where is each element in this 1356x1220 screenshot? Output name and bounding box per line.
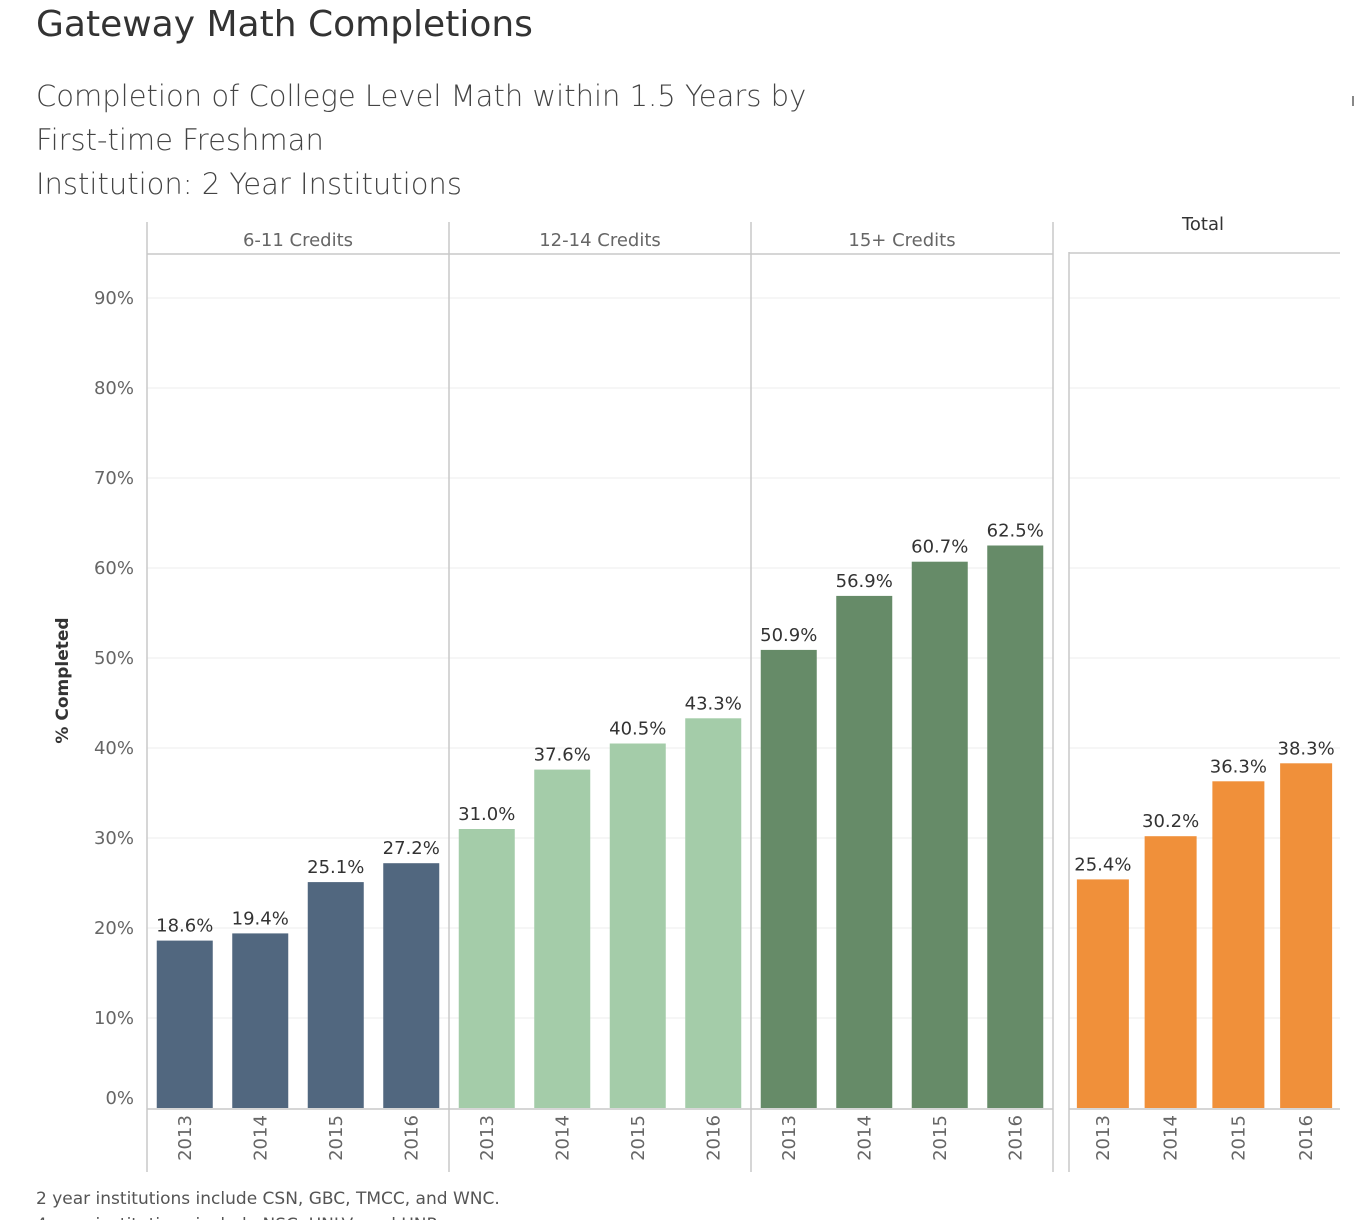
subtitle-line-2: First-time Freshman bbox=[36, 123, 324, 157]
footnote: 2 year institutions include CSN, GBC, TM… bbox=[36, 1186, 500, 1220]
footnote-line-2: 4 year institutions include NSC, UNLV, a… bbox=[36, 1212, 500, 1220]
page-title: Gateway Math Completions bbox=[36, 4, 533, 45]
bar-value-label: 40.5% bbox=[609, 719, 666, 740]
y-tick-label: 50% bbox=[94, 648, 134, 669]
x-tick-label: 2013 bbox=[1093, 1115, 1114, 1161]
bar-value-label: 30.2% bbox=[1142, 811, 1199, 832]
bar bbox=[458, 829, 515, 1108]
chart-subtitle: Completion of College Level Math within … bbox=[36, 74, 806, 206]
y-axis-title: % Completed bbox=[53, 617, 73, 743]
bar bbox=[383, 863, 440, 1108]
bar-value-label: 31.0% bbox=[458, 804, 515, 825]
panel-header-label: 12-14 Credits bbox=[539, 230, 661, 251]
x-tick-label: 2016 bbox=[1005, 1115, 1026, 1161]
footnote-line-1: 2 year institutions include CSN, GBC, TM… bbox=[36, 1189, 500, 1209]
bar bbox=[1144, 836, 1197, 1108]
y-tick-label: 20% bbox=[94, 918, 134, 939]
bar bbox=[760, 649, 817, 1108]
bar bbox=[1280, 763, 1333, 1108]
x-tick-label: 2014 bbox=[552, 1115, 573, 1161]
bar bbox=[534, 769, 591, 1108]
x-tick-label: 2013 bbox=[175, 1115, 196, 1161]
y-tick-label: 90% bbox=[94, 288, 134, 309]
bar-value-label: 38.3% bbox=[1278, 738, 1335, 759]
bar bbox=[156, 940, 213, 1108]
y-tick-label: 70% bbox=[94, 468, 134, 489]
bar bbox=[987, 545, 1044, 1108]
panel-header-label: 6-11 Credits bbox=[243, 230, 353, 251]
bar-value-label: 60.7% bbox=[911, 537, 968, 558]
subtitle-line-1: Completion of College Level Math within … bbox=[36, 79, 807, 113]
x-tick-label: 2015 bbox=[628, 1115, 649, 1161]
y-tick-label: 10% bbox=[94, 1008, 134, 1029]
x-tick-label: 2013 bbox=[477, 1115, 498, 1161]
bar bbox=[911, 561, 968, 1108]
x-tick-label: 2014 bbox=[854, 1115, 875, 1161]
bar-value-label: 50.9% bbox=[760, 625, 817, 646]
bar-value-label: 37.6% bbox=[534, 745, 591, 766]
bar-value-label: 25.1% bbox=[307, 857, 364, 878]
y-tick-label: 80% bbox=[94, 378, 134, 399]
x-tick-label: 2016 bbox=[1296, 1115, 1317, 1161]
bar-value-label: 25.4% bbox=[1074, 854, 1131, 875]
x-tick-label: 2014 bbox=[250, 1115, 271, 1161]
panel-header-label: Total bbox=[1181, 214, 1224, 235]
bar bbox=[685, 718, 742, 1108]
y-tick-label: 30% bbox=[94, 828, 134, 849]
x-tick-label: 2014 bbox=[1161, 1115, 1182, 1161]
bar bbox=[307, 882, 364, 1108]
bar-value-label: 62.5% bbox=[987, 521, 1044, 542]
x-tick-label: 2016 bbox=[703, 1115, 724, 1161]
x-tick-label: 2016 bbox=[401, 1115, 422, 1161]
bar-value-label: 18.6% bbox=[156, 916, 213, 937]
x-tick-label: 2013 bbox=[779, 1115, 800, 1161]
bar bbox=[232, 933, 289, 1108]
panel-header-label: 15+ Credits bbox=[848, 230, 955, 251]
y-tick-label: 60% bbox=[94, 558, 134, 579]
bar-value-label: 36.3% bbox=[1210, 756, 1267, 777]
bar-value-label: 19.4% bbox=[232, 908, 289, 929]
bar-value-label: 56.9% bbox=[836, 571, 893, 592]
x-tick-label: 2015 bbox=[1228, 1115, 1249, 1161]
subtitle-line-3: Institution: 2 Year Institutions bbox=[36, 167, 462, 201]
bar bbox=[1076, 879, 1129, 1108]
x-tick-label: 2015 bbox=[326, 1115, 347, 1161]
y-tick-label: 40% bbox=[94, 738, 134, 759]
y-tick-label: 0% bbox=[105, 1088, 134, 1109]
bar-value-label: 43.3% bbox=[685, 693, 742, 714]
bar bbox=[836, 595, 893, 1108]
x-tick-label: 2015 bbox=[930, 1115, 951, 1161]
bar-value-label: 27.2% bbox=[383, 838, 440, 859]
scroll-edge-marker bbox=[1352, 96, 1354, 106]
bar bbox=[1212, 781, 1265, 1108]
bar bbox=[609, 743, 666, 1108]
